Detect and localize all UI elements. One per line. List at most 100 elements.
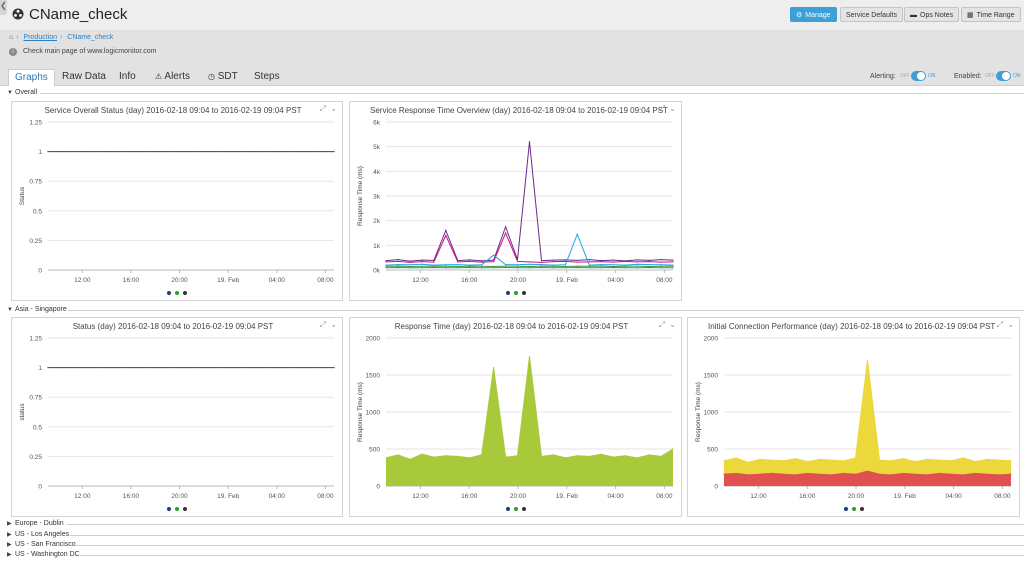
legend-dot[interactable] bbox=[167, 291, 171, 295]
legend-dot[interactable] bbox=[167, 507, 171, 511]
chart-legend[interactable] bbox=[350, 507, 681, 511]
data-point bbox=[723, 473, 725, 475]
group-europe-dublin[interactable]: ▶ Europe - Dublin bbox=[7, 520, 64, 527]
data-point bbox=[878, 459, 881, 461]
home-icon[interactable]: ⌂ bbox=[9, 34, 14, 41]
back-arrow-icon[interactable]: ❮ bbox=[0, 0, 7, 15]
legend-dot[interactable] bbox=[505, 507, 510, 511]
tab-alerts[interactable]: ⚠ Alerts bbox=[155, 69, 190, 86]
data-point bbox=[998, 474, 1000, 476]
data-point bbox=[469, 259, 471, 261]
note-icon: ▬ bbox=[910, 12, 917, 19]
data-point bbox=[154, 367, 156, 369]
legend-dot[interactable] bbox=[851, 507, 856, 511]
data-point bbox=[759, 458, 761, 460]
expand-icon[interactable]: ⤢ bbox=[658, 104, 665, 113]
expand-icon[interactable]: ⤢ bbox=[319, 320, 326, 329]
group-overall[interactable]: ▼ Overall bbox=[7, 89, 38, 96]
chart-legend[interactable] bbox=[350, 291, 681, 295]
legend-dot[interactable] bbox=[175, 291, 179, 295]
chevron-down-icon[interactable]: ⌄ bbox=[1007, 320, 1014, 329]
data-point bbox=[433, 261, 435, 263]
data-point bbox=[600, 265, 602, 267]
chart-panel-service-overall-status: Service Overall Status (day) 2016-02-18 … bbox=[11, 101, 343, 301]
time-range-button[interactable]: ▦ Time Range bbox=[961, 7, 1021, 22]
data-point bbox=[795, 474, 797, 476]
data-point bbox=[648, 261, 650, 263]
data-point bbox=[250, 151, 252, 153]
tab-raw-data[interactable]: Raw Data bbox=[62, 71, 106, 82]
legend-dot[interactable] bbox=[521, 507, 526, 511]
y-tick-label: 0.25 bbox=[29, 454, 42, 461]
chevron-down-icon[interactable]: ⌄ bbox=[669, 104, 676, 113]
data-point bbox=[433, 265, 435, 267]
legend-dot[interactable] bbox=[859, 507, 864, 511]
expand-icon[interactable]: ⤢ bbox=[319, 104, 326, 113]
data-point bbox=[190, 151, 192, 153]
data-point bbox=[648, 264, 650, 266]
tab-info[interactable]: Info bbox=[119, 71, 136, 82]
legend-dot[interactable] bbox=[183, 291, 187, 295]
data-point bbox=[297, 367, 299, 369]
chart-plot: 0k 1k 2k 3k 4k 5k 6k 12:00 16:00 20:00 19. Feb 04:0… bbox=[357, 120, 674, 284]
data-point bbox=[409, 265, 411, 268]
expand-icon[interactable]: ⤢ bbox=[658, 320, 665, 329]
chart-panel-status: Status (day) 2016-02-18 09:04 to 2016-02… bbox=[11, 317, 343, 517]
group-sf-label: US - San Francisco bbox=[15, 541, 76, 548]
alerting-toggle[interactable]: OFF ON bbox=[900, 71, 936, 82]
data-point bbox=[998, 459, 1000, 461]
data-point bbox=[974, 472, 976, 474]
chart-legend[interactable] bbox=[688, 507, 1019, 511]
data-point bbox=[660, 259, 662, 261]
data-point bbox=[914, 461, 916, 463]
y-axis-label: Response Time (ms) bbox=[695, 382, 702, 442]
chevron-down-icon[interactable]: ⌄ bbox=[669, 320, 676, 329]
data-point bbox=[540, 261, 543, 263]
x-tick-label: 20:00 bbox=[171, 277, 188, 284]
data-point bbox=[421, 259, 423, 261]
group-us-washington-dc[interactable]: ▶ US - Washington DC bbox=[7, 551, 80, 558]
expand-icon[interactable]: ⤢ bbox=[996, 320, 1003, 329]
chart-legend[interactable] bbox=[12, 291, 342, 295]
chart-plot: 0 500 1000 1500 2000 12:00 16:00 20:00 19. Feb 04… bbox=[695, 336, 1012, 500]
data-point bbox=[759, 473, 761, 475]
x-tick-label: 12:00 bbox=[750, 493, 767, 500]
data-point bbox=[564, 260, 566, 262]
data-point bbox=[95, 151, 97, 153]
x-tick-label: 19. Feb bbox=[217, 277, 239, 284]
data-point bbox=[397, 264, 399, 266]
data-point bbox=[648, 259, 650, 261]
legend-dot[interactable] bbox=[175, 507, 179, 511]
group-asia-singapore[interactable]: ▼ Asia - Singapore bbox=[7, 306, 67, 313]
tab-sdt[interactable]: ◷ SDT bbox=[208, 69, 238, 86]
data-point bbox=[672, 267, 674, 269]
legend-dot[interactable] bbox=[183, 507, 187, 511]
legend-dot[interactable] bbox=[843, 507, 848, 511]
data-point bbox=[178, 151, 180, 153]
chevron-down-icon[interactable]: ⌄ bbox=[330, 320, 337, 329]
manage-button[interactable]: ⚙ Manage bbox=[790, 7, 837, 22]
legend-dot[interactable] bbox=[513, 507, 518, 511]
data-point bbox=[493, 265, 495, 268]
legend-dot[interactable] bbox=[505, 291, 510, 295]
data-point bbox=[445, 234, 447, 237]
chevron-down-icon[interactable]: ⌄ bbox=[330, 104, 337, 113]
tab-graphs[interactable]: Graphs bbox=[8, 69, 55, 86]
breadcrumb-parent[interactable]: Production bbox=[23, 34, 57, 41]
service-defaults-button[interactable]: Service Defaults bbox=[840, 7, 903, 22]
data-point bbox=[938, 472, 940, 474]
group-us-los-angeles[interactable]: ▶ US - Los Angeles bbox=[7, 531, 70, 538]
data-point bbox=[843, 460, 845, 462]
chart-legend[interactable] bbox=[12, 507, 342, 511]
data-point bbox=[600, 264, 602, 266]
series-area-0 bbox=[724, 360, 1011, 486]
data-point bbox=[505, 232, 507, 234]
data-point bbox=[950, 473, 952, 475]
ops-notes-button[interactable]: ▬ Ops Notes bbox=[904, 7, 960, 22]
group-europe-label: Europe - Dublin bbox=[15, 520, 64, 527]
enabled-toggle[interactable]: OFF ON bbox=[985, 71, 1021, 82]
legend-dot[interactable] bbox=[521, 291, 526, 295]
legend-dot[interactable] bbox=[513, 291, 518, 295]
tab-steps[interactable]: Steps bbox=[254, 71, 280, 82]
group-us-san-francisco[interactable]: ▶ US - San Francisco bbox=[7, 541, 76, 548]
